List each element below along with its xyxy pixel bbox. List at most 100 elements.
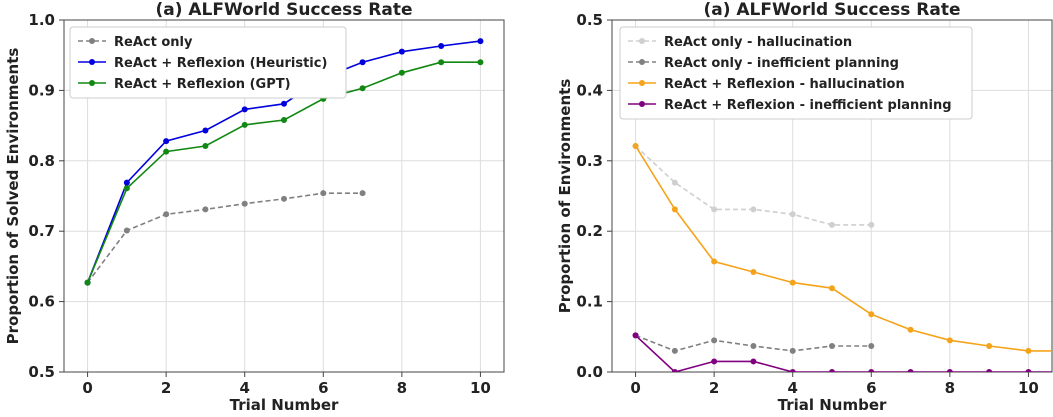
- data-point: [711, 258, 718, 265]
- data-point: [789, 369, 796, 372]
- data-point: [907, 369, 914, 372]
- x-tick-label: 0: [82, 379, 92, 397]
- plot-frame: [63, 19, 505, 373]
- data-point: [163, 138, 170, 145]
- legend-entry: ReAct only - inefficient planning: [664, 56, 899, 71]
- y-tick-label: 0.6: [28, 293, 55, 311]
- legend-swatch-marker: [639, 101, 645, 107]
- data-point: [671, 179, 678, 186]
- legend-swatch-marker: [89, 80, 95, 86]
- y-tick-label: 1.0: [28, 11, 55, 29]
- data-point: [750, 342, 757, 349]
- data-point: [671, 347, 678, 354]
- data-point: [907, 326, 914, 333]
- chart-title: (a) ALFWorld Success Rate: [703, 0, 960, 20]
- series-line: [635, 334, 1052, 372]
- data-point: [163, 148, 170, 155]
- data-point: [671, 369, 678, 372]
- data-point: [438, 59, 445, 66]
- data-point: [202, 143, 209, 150]
- series-line: [86, 192, 363, 284]
- data-point: [711, 358, 718, 365]
- data-point: [868, 342, 875, 349]
- legend-entry: ReAct + Reflexion - hallucination: [664, 77, 905, 92]
- data-point: [398, 69, 405, 76]
- data-point: [946, 369, 953, 372]
- chart-panel-2: 0 2 4 6 8 10 0.0 0.1 0.2 0.3 0.4 0.5 (a) ALFWorld Su…: [556, 0, 1053, 414]
- data-point: [789, 347, 796, 354]
- legend-box: [69, 26, 347, 99]
- legend-swatch-marker: [89, 59, 95, 65]
- data-point: [1025, 347, 1032, 354]
- x-tick-label: 6: [318, 379, 328, 397]
- data-point: [438, 43, 445, 50]
- x-tick-label: 4: [239, 379, 249, 397]
- x-tick-label: 6: [866, 379, 876, 397]
- x-tick-label: 2: [709, 379, 719, 397]
- data-point: [359, 59, 366, 66]
- legend: ReAct only ReAct + Reflexion (Heuristic) R…: [69, 26, 347, 99]
- series-2: [632, 332, 875, 354]
- y-tick-label: 0.1: [576, 293, 603, 311]
- y-tick-label: 0.8: [28, 152, 55, 170]
- data-point: [398, 48, 405, 55]
- x-axis-label: Trial Number: [230, 396, 339, 414]
- legend-entry: ReAct only: [114, 35, 193, 50]
- x-axis-label: Trial Number: [778, 396, 887, 414]
- data-point: [986, 369, 993, 372]
- y-tick-label: 0.7: [28, 222, 55, 240]
- data-point: [750, 206, 757, 213]
- y-tick-label: 0.2: [576, 222, 603, 240]
- data-point: [123, 227, 130, 234]
- data-point: [123, 179, 130, 186]
- y-tick-label: 0.3: [576, 152, 603, 170]
- legend-entry: ReAct + Reflexion (GPT): [114, 77, 291, 92]
- y-tick-label: 0.0: [576, 363, 603, 381]
- data-point: [281, 100, 287, 107]
- y-tick-label: 0.5: [28, 363, 55, 381]
- data-point: [829, 221, 835, 228]
- data-point: [750, 358, 757, 365]
- legend-swatch-marker: [639, 80, 645, 86]
- x-tick-label: 8: [397, 379, 407, 397]
- data-point: [711, 337, 718, 344]
- data-point: [750, 269, 757, 276]
- y-tick-label: 0.5: [576, 11, 603, 29]
- y-tick-label: 0.4: [576, 81, 603, 99]
- data-point: [123, 185, 130, 192]
- x-tick-label: 8: [945, 379, 955, 397]
- data-point: [868, 221, 875, 228]
- data-point: [829, 342, 835, 349]
- data-point: [202, 127, 209, 134]
- data-point: [671, 206, 678, 213]
- data-point: [281, 195, 287, 202]
- data-point: [320, 190, 327, 197]
- data-point: [946, 337, 953, 344]
- legend-entry: ReAct only - hallucination: [664, 35, 852, 50]
- x-tick-label: 0: [630, 379, 640, 397]
- data-point: [868, 311, 875, 318]
- data-point: [789, 211, 796, 218]
- data-point: [632, 332, 639, 339]
- legend-swatch-marker: [89, 38, 95, 44]
- data-point: [202, 206, 209, 213]
- data-point: [868, 369, 875, 372]
- legend-swatch-marker: [639, 59, 645, 65]
- data-point: [241, 121, 248, 128]
- chart-panel-1: 0 2 4 6 8 10 0.5 0.6 0.7 0.8 0.9 1.0 (a) ALFWorld Su…: [4, 0, 505, 414]
- series-line: [634, 145, 1052, 352]
- data-point: [84, 279, 91, 286]
- data-point: [829, 369, 835, 372]
- legend-box: [619, 26, 973, 120]
- data-point: [241, 106, 248, 113]
- legend-entry: ReAct + Reflexion - inefficient planning: [664, 98, 952, 113]
- series-4: [632, 332, 1052, 372]
- y-tick-label: 0.9: [28, 81, 55, 99]
- series-line: [635, 145, 872, 226]
- data-point: [359, 190, 366, 197]
- y-axis-label: Proportion of Solved Environments: [4, 48, 22, 345]
- data-point: [829, 285, 835, 292]
- legend-swatch-marker: [639, 38, 645, 44]
